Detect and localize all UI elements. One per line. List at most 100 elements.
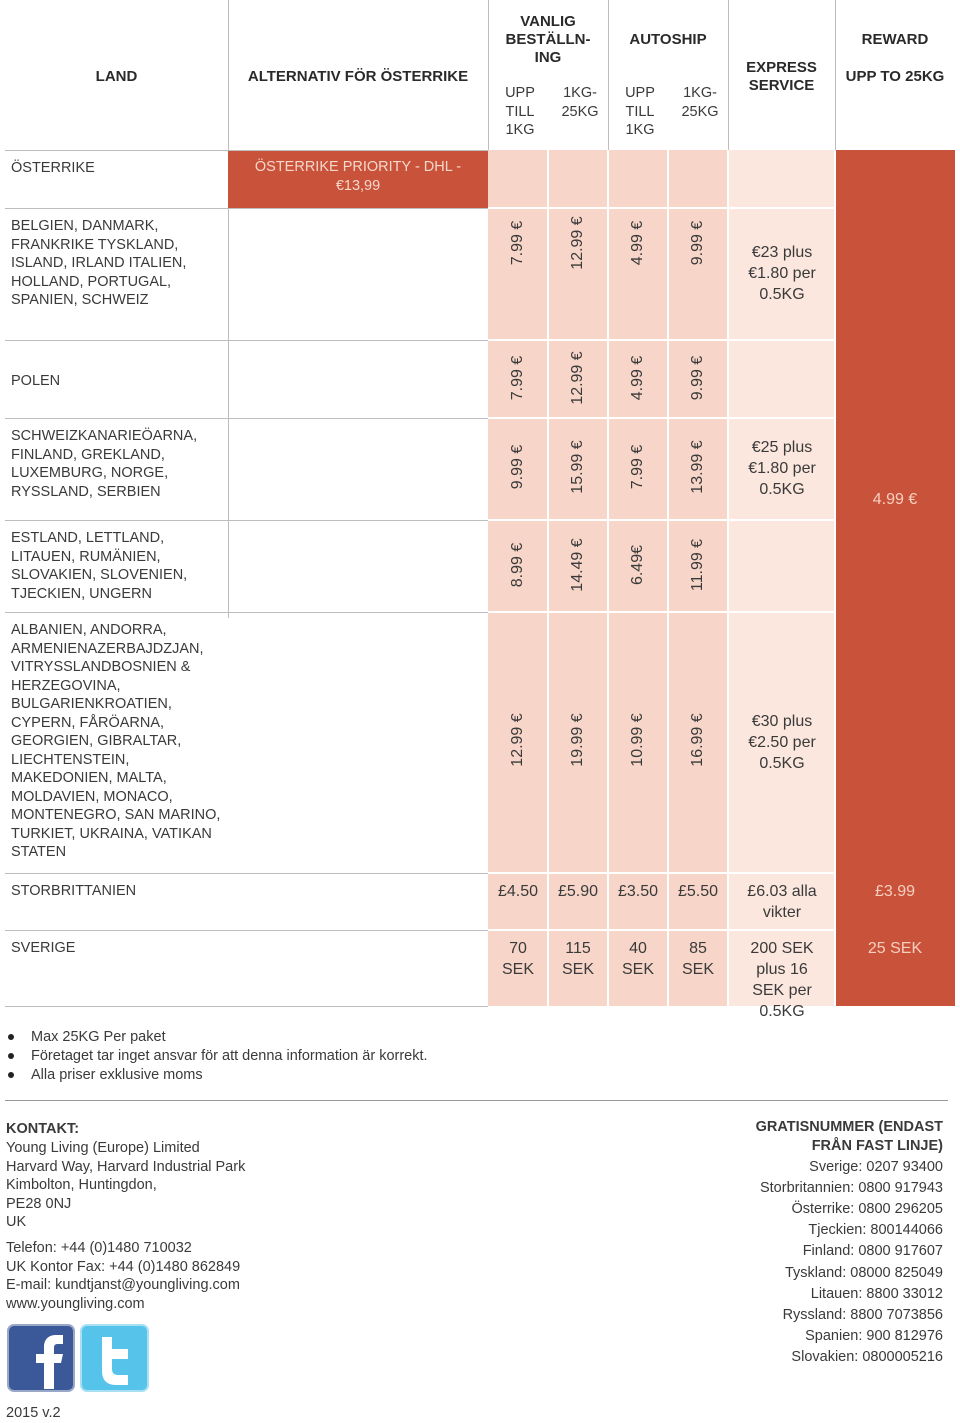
price: 115 SEK	[561, 940, 594, 978]
bullet	[8, 1053, 14, 1059]
sub-header: UPP TILL 1KG	[505, 85, 535, 138]
reward-price: 25 SEK	[867, 940, 923, 957]
column-divider	[667, 150, 669, 1006]
freephone-line: Slovakien: 0800005216	[791, 1348, 943, 1365]
country-list: SVERIGE	[11, 940, 76, 956]
header-divider	[488, 0, 489, 150]
bullet	[8, 1034, 14, 1040]
country-list: ÖSTERRIKE	[11, 160, 95, 176]
sub-header: 1KG-25KG	[561, 85, 599, 120]
reward-column-bg	[835, 150, 955, 1006]
row-line	[5, 873, 488, 874]
note: Max 25KG Per paket	[31, 1029, 166, 1045]
row-line	[488, 872, 835, 874]
reward-price: £3.99	[874, 883, 916, 900]
freephone-line: Finland: 0800 917607	[802, 1243, 943, 1260]
price: 13.99 €	[689, 440, 706, 494]
facebook-glyph	[36, 1335, 63, 1389]
alternative-cell-bg	[228, 150, 488, 208]
contact-line: E-mail: kundtjanst@youngliving.com	[6, 1277, 240, 1293]
price: 12.99 €	[569, 351, 586, 405]
price: £4.50	[497, 883, 539, 900]
price: £3.50	[617, 883, 659, 900]
row-line	[5, 520, 488, 521]
price: 12.99 €	[509, 713, 526, 767]
alt-divider	[228, 208, 229, 618]
row-line	[488, 417, 835, 419]
price: 12.99 €	[569, 216, 586, 270]
express-price: €25 plus €1.80 per 0.5KG	[748, 439, 816, 498]
row-line	[5, 150, 488, 151]
twitter-glyph	[102, 1337, 128, 1385]
column-divider	[834, 150, 836, 1006]
bullet	[8, 1072, 14, 1078]
freephone-line: Ryssland: 8800 7073856	[782, 1306, 943, 1323]
row-line	[488, 929, 835, 931]
row-line	[5, 208, 488, 209]
country-list: SCHWEIZKANARIEÖARNA, FINLAND, GREKLAND, …	[11, 428, 198, 500]
express-price: 200 SEK plus 16 SEK per 0.5KG	[750, 940, 814, 1020]
row-line	[5, 418, 488, 419]
row-line	[488, 611, 835, 613]
price: 10.99 €	[629, 713, 646, 767]
price: 4.99 €	[629, 220, 646, 266]
address-line: PE28 0NJ	[6, 1195, 72, 1212]
country-list: ALBANIEN, ANDORRA, ARMENIENAZERBAJDZJAN,…	[11, 622, 221, 860]
price: 11.99 €	[689, 538, 706, 592]
note: Företaget tar inget ansvar för att denna…	[31, 1048, 428, 1064]
express-price: £6.03 alla vikter	[747, 883, 817, 921]
freephone-line: Spanien: 900 812976	[805, 1327, 943, 1344]
price: 7.99 €	[629, 444, 646, 490]
header-divider	[228, 0, 229, 150]
row-line	[5, 340, 488, 341]
sub-header: UPP TILL 1KG	[625, 85, 655, 138]
sub-header: 1KG-25KG	[681, 85, 719, 120]
country-list: STORBRITTANIEN	[11, 883, 137, 899]
freephone-line: Österrike: 0800 296205	[791, 1201, 943, 1218]
reward-price: 4.99 €	[872, 491, 918, 508]
header: EXPRESS SERVICE	[746, 59, 817, 94]
row-line	[5, 930, 488, 931]
freephone-line: Tyskland: 08000 825049	[784, 1264, 943, 1281]
address-line: Young Living (Europe) Limited	[6, 1140, 200, 1156]
price: 14.49 €	[569, 538, 586, 592]
column-divider	[727, 150, 729, 1006]
contact-line: Telefon: +44 (0)1480 710032	[6, 1240, 192, 1256]
social-icons	[7, 1324, 149, 1392]
header: VANLIG BESTÄLLN-ING	[505, 13, 591, 66]
price: £5.90	[557, 883, 599, 900]
freephone-line: Sverige: 0207 93400	[809, 1159, 943, 1175]
price: 70 SEK	[501, 940, 534, 978]
price: 8.99 €	[509, 542, 526, 588]
row-line	[488, 519, 835, 521]
address-line: Kimbolton, Huntingdon,	[6, 1177, 157, 1193]
country-list: ESTLAND, LETTLAND, LITAUEN, RUMÄNIEN, SL…	[11, 530, 188, 602]
price: 19.99 €	[569, 713, 586, 767]
contact-line: www.youngliving.com	[6, 1295, 145, 1312]
price: 9.99 €	[689, 355, 706, 401]
price: 7.99 €	[509, 220, 526, 266]
price: 9.99 €	[689, 220, 706, 266]
header: LAND	[95, 68, 138, 85]
freephone-line: Tjeckien: 800144066	[808, 1222, 943, 1239]
row-line	[5, 612, 488, 613]
freephone-title: GRATISNUMMER (ENDAST FRÅN FAST LINJE)	[755, 1119, 943, 1154]
header: ALTERNATIV FÖR ÖSTERRIKE	[247, 68, 469, 85]
header-divider	[608, 0, 609, 150]
row-line	[488, 207, 835, 209]
price: £5.50	[677, 883, 719, 900]
price: 85 SEK	[681, 940, 714, 978]
express-price: €30 plus €2.50 per 0.5KG	[748, 712, 816, 772]
price: 40 SEK	[621, 940, 654, 978]
country-list: POLEN	[11, 373, 61, 389]
price: 6.49€	[629, 544, 646, 586]
header-divider	[728, 0, 729, 150]
column-divider	[547, 150, 549, 1006]
alternative: ÖSTERRIKE PRIORITY - DHL - €13,99	[254, 159, 462, 194]
contact-title: KONTAKT:	[6, 1121, 80, 1137]
note: Alla priser exklusive moms	[31, 1067, 203, 1083]
price: 16.99 €	[689, 713, 706, 767]
row-line	[5, 1006, 488, 1007]
address-line: UK	[6, 1214, 27, 1230]
